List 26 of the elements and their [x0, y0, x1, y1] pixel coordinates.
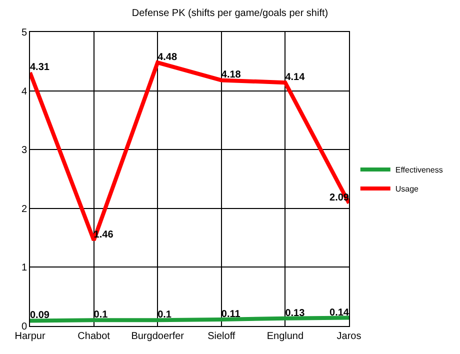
legend-label: Usage — [395, 184, 420, 194]
y-tick-label: 0 — [21, 322, 28, 332]
y-tick-label: 4 — [21, 86, 28, 98]
y-tick-label: 2 — [21, 204, 28, 215]
x-tick-label: Harpur — [14, 331, 46, 342]
data-label: 0.13 — [285, 308, 306, 319]
line-series — [30, 60, 349, 242]
x-tick-label: Sieloff — [208, 331, 236, 342]
data-label: 4.18 — [221, 70, 242, 81]
data-label: 0.1 — [94, 310, 108, 321]
legend-label: Effectiveness — [395, 166, 443, 175]
y-tick-label: 3 — [21, 145, 28, 156]
data-label: 4.31 — [30, 62, 50, 74]
data-label: 0.14 — [330, 307, 350, 318]
data-label: 0.1 — [158, 310, 172, 321]
data-label: 4.14 — [285, 72, 306, 84]
data-label: 0.11 — [221, 309, 241, 320]
y-tick-label: 5 — [21, 28, 28, 38]
y-tick-label: 1 — [21, 262, 28, 274]
x-tick-label: Chabot — [78, 331, 110, 342]
x-tick-label: Jaros — [336, 331, 362, 342]
data-label: 0.09 — [30, 310, 50, 322]
x-tick-label: Englund — [266, 331, 304, 342]
x-tick-label: Burgdoerfer — [131, 331, 185, 342]
chart-title: Defense PK (shifts per game/goals per shift) — [132, 8, 328, 19]
data-label: 4.48 — [158, 52, 178, 64]
